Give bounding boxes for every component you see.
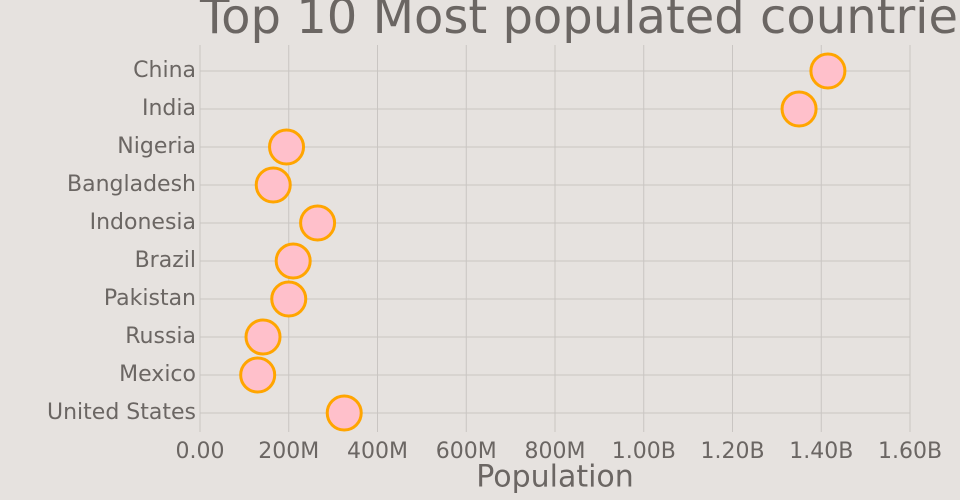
x-tick-label: 0.00	[176, 439, 225, 464]
y-tick-label: Brazil	[135, 248, 196, 273]
y-tick-label: India	[142, 96, 196, 121]
x-tick-label: 1.20B	[700, 439, 764, 464]
dot	[780, 90, 818, 128]
x-tick-label: 1.00B	[612, 439, 676, 464]
x-axis-label: Population	[476, 460, 634, 495]
dot	[254, 166, 292, 204]
x-tick-label: 800M	[525, 439, 586, 464]
x-tick-label: 1.40B	[789, 439, 853, 464]
x-tick-label: 600M	[436, 439, 497, 464]
y-tick-label: Indonesia	[90, 210, 196, 235]
dot	[274, 242, 312, 280]
dot	[268, 128, 306, 166]
x-tick-label: 1.60B	[878, 439, 942, 464]
y-tick-label: China	[133, 58, 196, 83]
dot	[325, 394, 363, 432]
y-tick-label: Russia	[125, 324, 196, 349]
x-tick-label: 200M	[258, 439, 319, 464]
dot	[809, 52, 847, 90]
y-tick-label: United States	[47, 400, 196, 425]
y-tick-label: Mexico	[119, 362, 196, 387]
chart-title: Top 10 Most populated countries	[199, 0, 960, 45]
y-tick-label: Bangladesh	[67, 172, 196, 197]
y-tick-label: Nigeria	[117, 134, 196, 159]
dot	[244, 318, 282, 356]
dot	[299, 204, 337, 242]
x-tick-label: 400M	[347, 439, 408, 464]
dot	[270, 280, 308, 318]
dot	[239, 356, 277, 394]
y-tick-label: Pakistan	[104, 286, 196, 311]
